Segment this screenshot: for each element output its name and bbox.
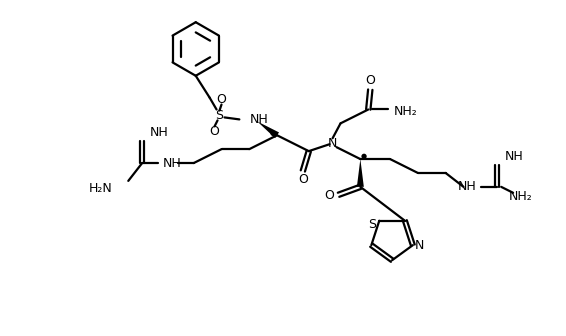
Text: N: N xyxy=(415,239,424,252)
Text: O: O xyxy=(298,173,308,186)
Text: O: O xyxy=(209,125,220,138)
Text: NH: NH xyxy=(150,126,169,139)
Polygon shape xyxy=(257,121,279,138)
Text: ●: ● xyxy=(361,153,366,159)
Text: NH₂: NH₂ xyxy=(394,105,418,118)
Text: S: S xyxy=(216,109,224,122)
Text: N: N xyxy=(328,137,337,150)
Text: NH: NH xyxy=(505,150,524,163)
Text: O: O xyxy=(365,74,375,87)
Text: H₂N: H₂N xyxy=(89,182,113,195)
Text: ●: ● xyxy=(270,130,276,136)
Text: O: O xyxy=(217,93,226,106)
Text: NH₂: NH₂ xyxy=(509,190,533,203)
Text: NH: NH xyxy=(458,180,477,193)
Text: O: O xyxy=(325,189,335,202)
Polygon shape xyxy=(357,159,364,187)
Text: S: S xyxy=(368,218,376,231)
Text: NH: NH xyxy=(162,157,181,170)
Text: NH: NH xyxy=(249,113,268,126)
